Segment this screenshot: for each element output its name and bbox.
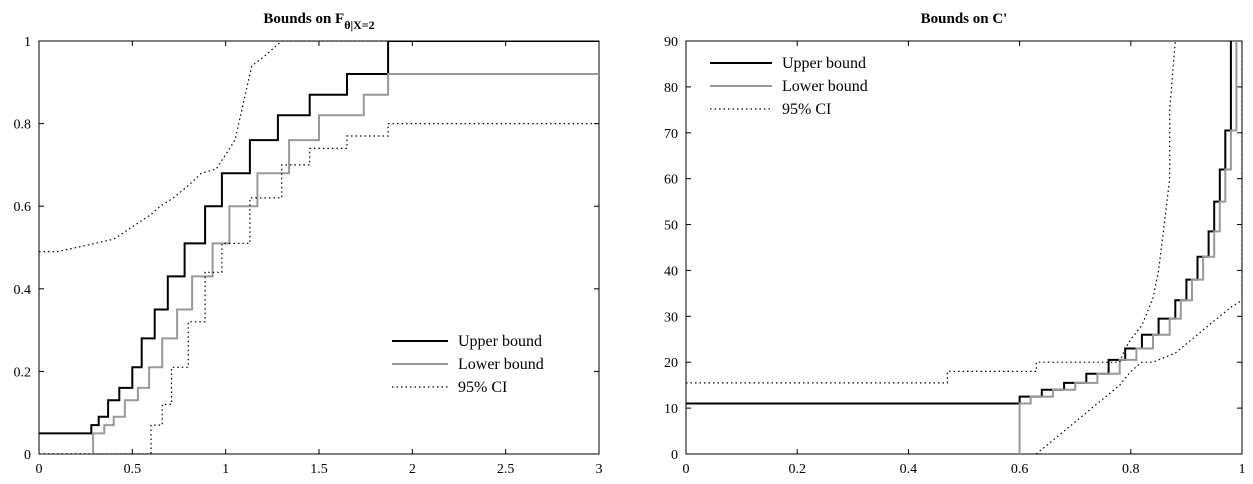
y-tick-label: 0.4 — [14, 283, 32, 298]
legend-label: Lower bound — [458, 356, 544, 373]
series-line-95-ci — [39, 41, 599, 253]
x-tick-label: 0 — [683, 462, 690, 477]
series-line-lower-bound — [1018, 41, 1238, 454]
x-tick-label: 0.6 — [1011, 462, 1029, 477]
x-tick-label: 0.4 — [900, 462, 918, 477]
legend-label: 95% CI — [458, 379, 507, 396]
legend-label: Upper bound — [458, 333, 542, 350]
chart-title: Bounds on Fθ|X=2 — [263, 11, 374, 32]
plot-frame — [685, 40, 1243, 455]
series-line-lower-bound — [39, 73, 599, 454]
y-tick-label: 0 — [671, 448, 678, 463]
series-line-ci-band — [1035, 41, 1242, 454]
series-line-upper-bound — [39, 41, 599, 435]
y-tick-label: 80 — [664, 81, 678, 96]
x-tick-label: 0.8 — [1122, 462, 1140, 477]
x-tick-label: 2.5 — [497, 462, 515, 477]
y-tick-label: 90 — [664, 35, 678, 50]
y-tick-label: 40 — [664, 264, 678, 279]
x-tick-label: 2 — [409, 462, 416, 477]
x-tick-label: 1.5 — [310, 462, 328, 477]
plot-frame — [38, 40, 600, 455]
legend-label: Upper bound — [782, 55, 866, 72]
x-tick-label: 3 — [596, 462, 603, 477]
y-tick-label: 30 — [664, 310, 678, 325]
cdf-bounds-chart: 0 0.5 1 1.5 2 2.5 3 0 0.2 0.4 0.6 0.8 1 Bounds on Fθ|… — [14, 11, 603, 477]
c-prime-bounds-chart: 0 0.2 0.4 0.6 0.8 10102030405060708090Bounds … — [664, 11, 1246, 477]
chart-title-main: Bounds on F — [263, 11, 344, 27]
y-tick-label: 10 — [664, 402, 678, 417]
x-tick-label: 0.5 — [124, 462, 142, 477]
x-tick-label: 1 — [222, 462, 229, 477]
y-tick-label: 20 — [664, 356, 678, 371]
legend-label: 95% CI — [782, 101, 831, 118]
y-tick-label: 0.6 — [14, 200, 32, 215]
legend: Upper bound Lower bound 95% CI — [710, 55, 868, 118]
x-tick-label: 0 — [36, 462, 43, 477]
chart-title-subscript: θ|X=2 — [344, 18, 374, 32]
y-tick-label: 0.2 — [14, 365, 32, 380]
y-tick-label: 70 — [664, 127, 678, 142]
x-tick-label: 0.2 — [788, 462, 806, 477]
y-tick-label: 0 — [24, 448, 31, 463]
chart-title-main: Bounds on C' — [921, 11, 1008, 27]
series-line-95-ci — [686, 41, 1176, 384]
y-tick-label: 0.8 — [14, 118, 32, 133]
series-line-ci-band — [39, 122, 599, 454]
chart-title: Bounds on C' — [921, 11, 1008, 27]
x-tick-label: 1 — [1239, 462, 1246, 477]
y-tick-label: 1 — [24, 35, 31, 50]
series-line-upper-bound — [686, 41, 1232, 405]
legend: Upper bound Lower bound 95% CI — [392, 333, 544, 396]
legend-label: Lower bound — [782, 78, 868, 95]
y-tick-label: 60 — [664, 173, 678, 188]
y-tick-label: 50 — [664, 219, 678, 234]
